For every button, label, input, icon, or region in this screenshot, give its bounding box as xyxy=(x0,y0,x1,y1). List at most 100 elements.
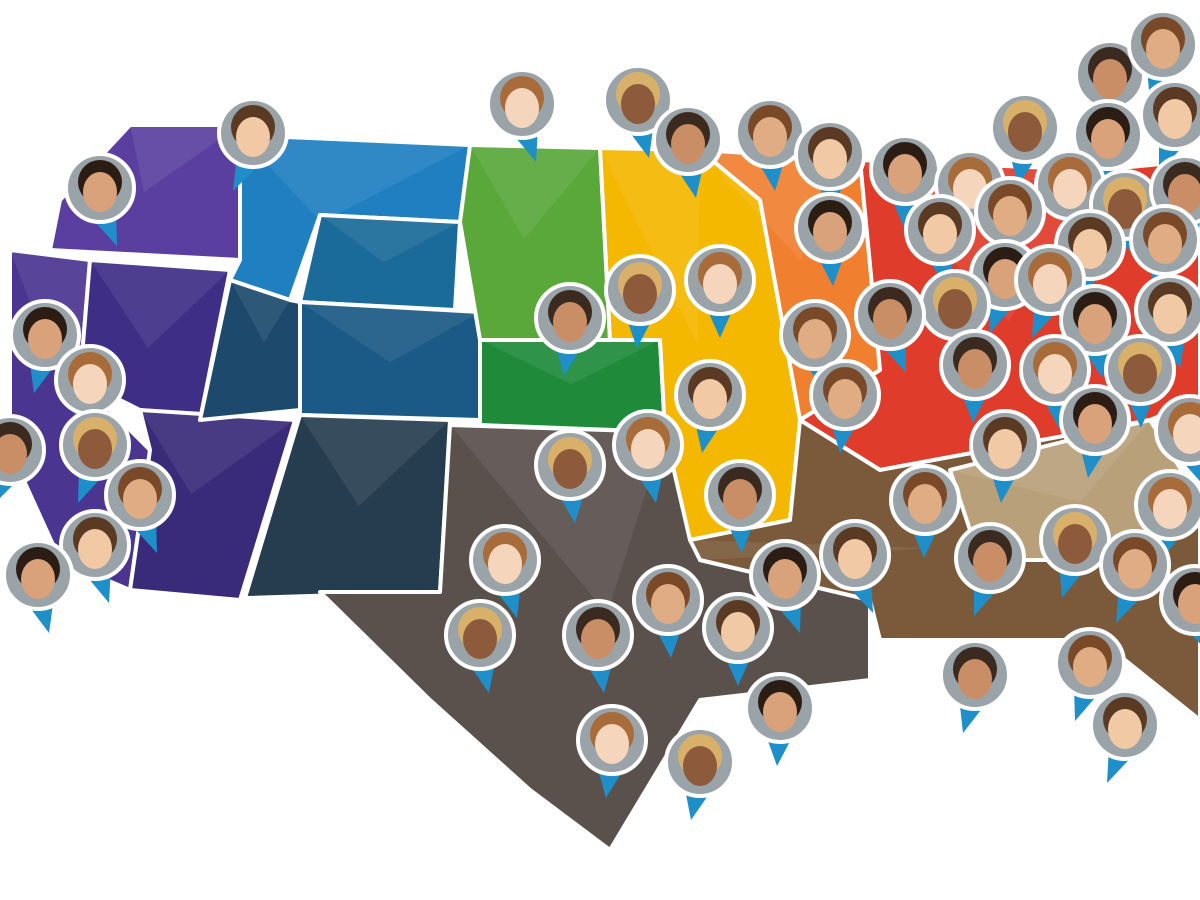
child-face-icon xyxy=(581,619,615,659)
photo-pin[interactable] xyxy=(612,409,684,503)
child-face-icon xyxy=(123,479,157,519)
photo-pin[interactable] xyxy=(534,429,606,523)
photo-pin[interactable] xyxy=(674,359,746,453)
child-face-icon xyxy=(683,746,717,786)
child-face-icon xyxy=(813,212,847,252)
photo-pin[interactable] xyxy=(64,152,136,246)
child-face-icon xyxy=(938,289,972,329)
child-face-icon xyxy=(1158,99,1192,139)
child-face-icon xyxy=(78,429,112,469)
child-face-icon xyxy=(0,434,27,474)
photo-pin[interactable] xyxy=(969,409,1041,503)
photo-pin[interactable] xyxy=(869,134,941,228)
photo-pin[interactable] xyxy=(469,524,541,618)
photo-pin[interactable] xyxy=(104,459,176,553)
photo-pin[interactable] xyxy=(1089,689,1161,783)
photo-pin[interactable] xyxy=(749,539,821,633)
photo-pin[interactable] xyxy=(54,344,126,438)
photo-pin[interactable] xyxy=(954,522,1026,616)
photo-pin[interactable] xyxy=(704,459,776,553)
photo-pin[interactable] xyxy=(684,244,756,338)
photo-pin[interactable] xyxy=(1154,394,1200,488)
child-face-icon xyxy=(988,259,1022,299)
child-face-icon xyxy=(505,88,539,128)
photo-pin[interactable] xyxy=(702,592,774,686)
photo-pin[interactable] xyxy=(632,564,704,658)
region-facet xyxy=(240,135,470,223)
photo-pin[interactable] xyxy=(1104,334,1176,428)
child-face-icon xyxy=(838,539,872,579)
child-face-icon xyxy=(1146,29,1180,69)
child-face-icon xyxy=(73,364,107,404)
photo-pin[interactable] xyxy=(809,359,881,453)
child-face-icon xyxy=(236,117,270,157)
photo-pin[interactable] xyxy=(1159,564,1200,658)
child-face-icon xyxy=(83,172,117,212)
child-face-icon xyxy=(1108,189,1142,229)
photo-pin[interactable] xyxy=(1099,529,1171,623)
child-face-icon xyxy=(1078,404,1112,444)
photo-pin[interactable] xyxy=(486,68,558,162)
photo-pin[interactable] xyxy=(889,464,961,558)
child-face-icon xyxy=(463,619,497,659)
region-facet xyxy=(320,215,460,263)
child-face-icon xyxy=(768,559,802,599)
photo-pin[interactable] xyxy=(939,639,1011,733)
photo-pin[interactable] xyxy=(59,509,131,603)
photo-pin[interactable] xyxy=(1129,204,1200,298)
photo-pin[interactable] xyxy=(562,599,634,693)
photo-pin[interactable] xyxy=(794,119,866,213)
photo-pin[interactable] xyxy=(1014,244,1086,338)
photo-pin[interactable] xyxy=(59,409,131,503)
photo-pin[interactable] xyxy=(444,599,516,693)
photo-pin[interactable] xyxy=(1059,384,1131,478)
photo-pin[interactable] xyxy=(1039,504,1111,598)
photo-pin[interactable] xyxy=(652,104,724,198)
photo-pin[interactable] xyxy=(602,64,674,158)
photo-pin[interactable] xyxy=(1139,79,1200,173)
photo-pin[interactable] xyxy=(1054,627,1126,721)
photo-pin[interactable] xyxy=(1059,284,1131,378)
child-face-icon xyxy=(1118,549,1152,589)
child-face-icon xyxy=(1168,174,1200,214)
child-face-icon xyxy=(553,302,587,342)
region-facet xyxy=(300,302,480,363)
photo-pin[interactable] xyxy=(1134,469,1200,563)
region-facet xyxy=(450,425,665,614)
child-face-icon xyxy=(753,117,787,157)
photo-pins xyxy=(0,9,1200,820)
photo-pin[interactable] xyxy=(989,92,1061,186)
photo-pin[interactable] xyxy=(576,704,648,798)
photo-pin[interactable] xyxy=(819,519,891,613)
region-facet xyxy=(690,540,933,560)
photo-pin[interactable] xyxy=(734,97,806,191)
photo-pin[interactable] xyxy=(854,279,926,373)
photo-pin[interactable] xyxy=(534,282,606,376)
photo-pin[interactable] xyxy=(1072,99,1144,193)
child-face-icon xyxy=(993,196,1027,236)
photo-pin[interactable] xyxy=(217,97,289,191)
photo-pin[interactable] xyxy=(744,672,816,766)
child-face-icon xyxy=(763,692,797,732)
child-face-icon xyxy=(973,542,1007,582)
photo-pin[interactable] xyxy=(1074,39,1146,133)
photo-pin[interactable] xyxy=(0,414,46,508)
photo-pin[interactable] xyxy=(9,299,81,393)
photo-pin[interactable] xyxy=(939,329,1011,423)
child-face-icon xyxy=(1038,354,1072,394)
photo-pin[interactable] xyxy=(1019,334,1091,428)
child-face-icon xyxy=(723,479,757,519)
photo-pin[interactable] xyxy=(2,539,74,633)
child-face-icon xyxy=(1153,489,1187,529)
region-facet xyxy=(230,280,290,343)
photo-pin[interactable] xyxy=(664,726,736,820)
photo-pin[interactable] xyxy=(794,192,866,286)
photo-pin[interactable] xyxy=(1134,274,1200,368)
child-face-icon xyxy=(1148,224,1182,264)
child-face-icon xyxy=(28,319,62,359)
child-face-icon xyxy=(1053,169,1087,209)
child-face-icon xyxy=(595,724,629,764)
child-face-icon xyxy=(873,299,907,339)
photo-pin[interactable] xyxy=(604,254,676,348)
child-face-icon xyxy=(813,139,847,179)
